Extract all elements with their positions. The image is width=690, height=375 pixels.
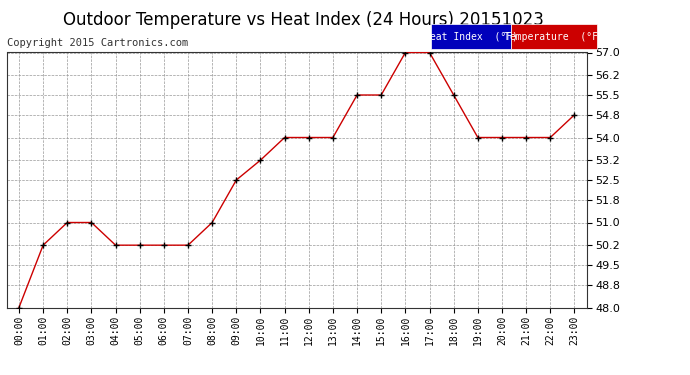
Text: Temperature  (°F): Temperature (°F) xyxy=(504,32,604,42)
Text: Copyright 2015 Cartronics.com: Copyright 2015 Cartronics.com xyxy=(7,38,188,48)
Text: Heat Index  (°F): Heat Index (°F) xyxy=(424,32,518,42)
Text: Outdoor Temperature vs Heat Index (24 Hours) 20151023: Outdoor Temperature vs Heat Index (24 Ho… xyxy=(63,11,544,29)
